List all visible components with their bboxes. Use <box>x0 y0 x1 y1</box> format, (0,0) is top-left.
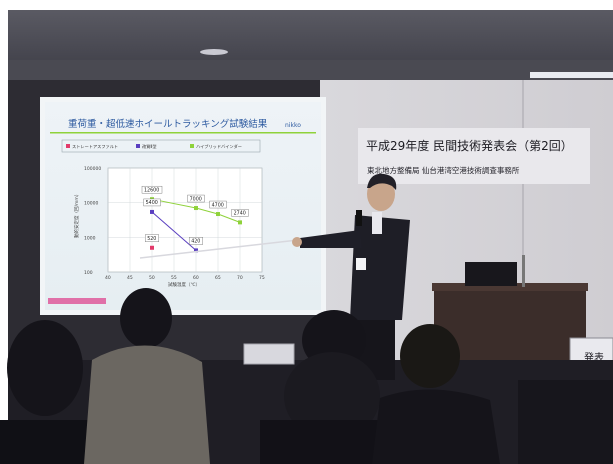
slide-footer-bar <box>48 298 106 304</box>
data-point <box>150 209 154 214</box>
laser-pointer <box>139 239 299 259</box>
legend-label: 改質Ⅱ型 <box>142 143 157 150</box>
legend-label: ストレートアスファルト <box>72 144 118 150</box>
audience <box>0 288 613 464</box>
banner-subtitle: 東北地方整備局 仙台港湾空港技術調査事務所 <box>367 165 520 175</box>
data-label-box <box>141 185 163 194</box>
legend-swatch <box>190 144 194 148</box>
plot-area <box>107 167 263 273</box>
slide-title-underline <box>50 132 316 134</box>
data-label-box <box>144 234 159 242</box>
y-tick-label: 10000 <box>84 201 98 207</box>
podium-microphone <box>522 255 525 287</box>
slide-legend-box <box>61 139 261 153</box>
audience-head-1 <box>7 320 83 416</box>
data-point <box>194 248 198 253</box>
data-label: 520 <box>147 236 156 242</box>
data-label: 12600 <box>144 187 159 193</box>
ceiling-panel <box>8 60 613 82</box>
data-label: 4700 <box>212 202 224 208</box>
presenter-head <box>367 177 395 211</box>
ceiling-light <box>200 49 228 55</box>
x-tick-label: 55 <box>171 275 177 281</box>
x-tick-label: 40 <box>105 275 111 281</box>
data-label: 420 <box>191 239 200 245</box>
data-label-box <box>187 194 205 203</box>
slide-logo: nikko <box>285 122 301 129</box>
x-axis-label: 試験温度（℃） <box>168 281 200 288</box>
legend-label: ハイブリッドバインダー <box>196 143 242 150</box>
wall-seam <box>522 80 524 360</box>
data-label: 2740 <box>234 211 246 217</box>
data-point <box>238 220 242 225</box>
presenter-hair <box>367 173 397 190</box>
data-point <box>194 206 198 211</box>
presenter-microphone <box>356 210 362 226</box>
presenter-name-tag <box>356 258 366 270</box>
data-label-box <box>188 237 203 245</box>
legend-swatch <box>66 144 70 148</box>
y-axis-label: 動的安定度（回/mm） <box>73 192 80 238</box>
x-tick-label: 75 <box>259 275 265 281</box>
data-label-box <box>231 209 249 217</box>
data-label: 5400 <box>146 200 158 206</box>
y-tick-label: 100000 <box>84 166 101 172</box>
presenter-shirt <box>372 212 382 234</box>
series-line <box>151 198 241 223</box>
ceiling-light-strip <box>530 72 613 78</box>
x-tick-label: 50 <box>149 275 155 281</box>
x-tick-label: 65 <box>215 275 221 281</box>
data-point <box>216 212 220 217</box>
y-tick-label: 100 <box>84 270 93 276</box>
x-tick-label: 60 <box>193 275 199 281</box>
series-line <box>151 211 197 251</box>
audience-head-4 <box>284 352 380 440</box>
presenter-arm <box>300 230 362 248</box>
banner <box>358 128 590 184</box>
data-point <box>150 245 154 250</box>
slide-title: 重荷重・超低速ホイールトラッキング試験結果 <box>68 118 268 130</box>
data-label-box <box>143 198 161 207</box>
audience-body-5 <box>372 389 500 464</box>
audience-body-2 <box>84 345 210 464</box>
audience-head-5 <box>400 324 460 388</box>
banner-title: 平成29年度 民間技術発表会（第2回） <box>366 138 573 153</box>
audience-seat <box>518 380 613 464</box>
slide-legend: ストレートアスファルト 改質Ⅱ型 ハイブリッドバインダー <box>66 143 242 150</box>
legend-swatch <box>136 144 140 148</box>
lectern-top <box>432 283 588 291</box>
x-tick-label: 70 <box>237 275 243 281</box>
data-label: 7000 <box>190 196 202 202</box>
x-tick-label: 45 <box>127 275 133 281</box>
presenter-body <box>350 215 410 320</box>
slide-chart: 40 45 50 55 60 65 70 75 100 1000 10000 100000 試験温度（℃… <box>73 166 265 288</box>
presenter-hand <box>292 237 302 247</box>
audience-head-2 <box>120 288 172 348</box>
projector <box>243 343 295 365</box>
y-tick-label: 1000 <box>84 235 96 241</box>
data-label-box <box>209 200 227 209</box>
laptop <box>465 262 517 286</box>
